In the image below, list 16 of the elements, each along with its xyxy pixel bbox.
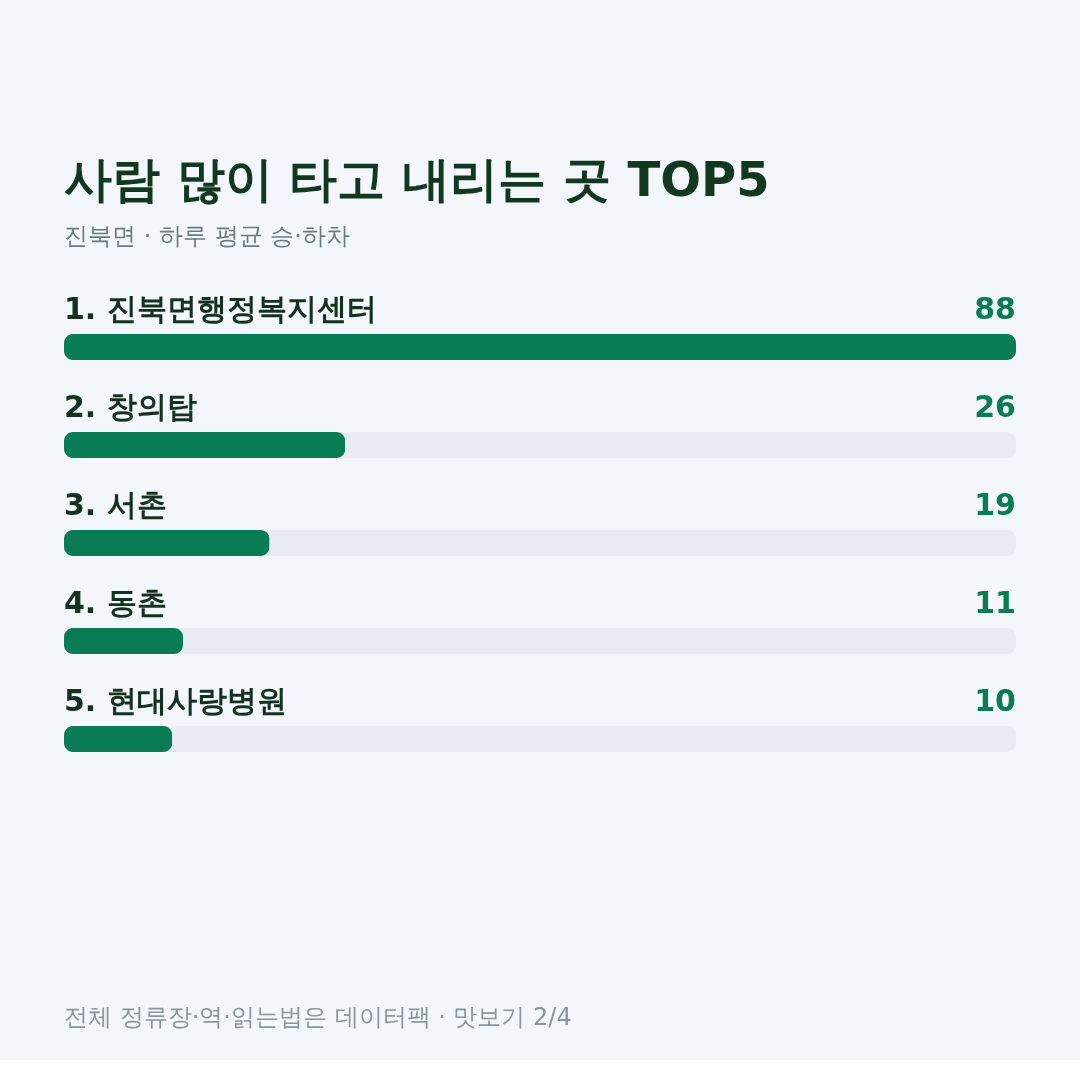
y-tick-label: 1. 진북면행정복지센터 bbox=[64, 291, 377, 326]
data-label: 26 bbox=[974, 389, 1016, 424]
data-label: 10 bbox=[974, 683, 1016, 718]
data-label: 19 bbox=[974, 487, 1016, 522]
bar bbox=[64, 530, 270, 556]
y-tick-label: 3. 서촌 bbox=[64, 487, 167, 522]
chart-title: 사람 많이 타고 내리는 곳 TOP5 bbox=[64, 151, 770, 207]
chart-subtitle: 진북면 · 하루 평균 승·하차 bbox=[64, 222, 350, 250]
bar bbox=[64, 628, 183, 654]
text: 전체 정류장·역·읽는법은 데이터팩 · 맛보기 2/4 bbox=[64, 1003, 572, 1031]
bar bbox=[64, 726, 173, 752]
y-tick-label: 2. 창의탑 bbox=[64, 389, 197, 424]
data-label: 11 bbox=[974, 585, 1016, 620]
y-tick-label: 5. 현대사랑병원 bbox=[64, 683, 287, 718]
y-tick-label: 4. 동촌 bbox=[64, 585, 167, 620]
data-label: 88 bbox=[974, 291, 1016, 326]
